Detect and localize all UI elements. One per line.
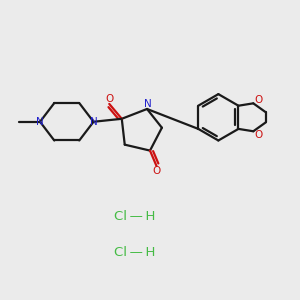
Text: Cl — H: Cl — H: [115, 246, 156, 259]
Text: O: O: [254, 95, 263, 105]
Text: N: N: [144, 99, 152, 109]
Text: O: O: [254, 130, 263, 140]
Text: O: O: [105, 94, 113, 103]
Text: O: O: [152, 167, 161, 176]
Text: N: N: [90, 117, 98, 127]
Text: N: N: [36, 117, 44, 127]
Text: Cl — H: Cl — H: [115, 210, 156, 224]
